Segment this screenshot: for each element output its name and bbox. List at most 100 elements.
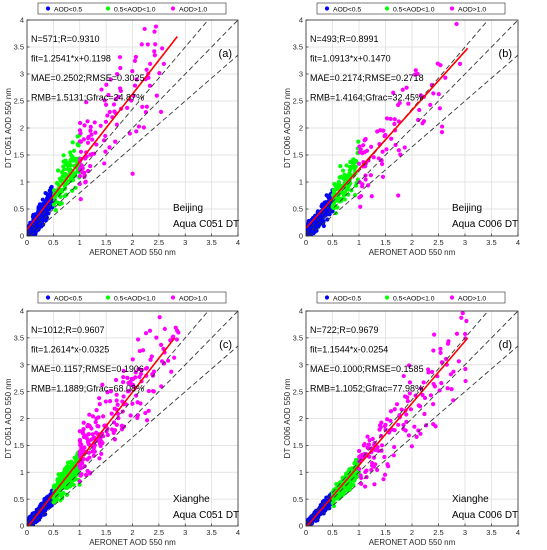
data-point [394, 402, 400, 407]
data-point [103, 399, 108, 404]
data-point [146, 388, 151, 394]
y-tick-label: 3 [299, 360, 303, 369]
data-point [39, 202, 44, 207]
legend: AOD<0.5 0.5<AOD<1.0 AOD>1.0 [37, 291, 227, 304]
data-point [152, 53, 157, 58]
legend: AOD<0.5 0.5<AOD<1.0 AOD>1.0 [316, 291, 506, 304]
stats-line: RMB=1.1889;Gfrac=68.08% [31, 384, 144, 394]
data-point [340, 168, 346, 173]
data-point [166, 358, 171, 363]
data-point [105, 113, 110, 118]
legend-marker [105, 6, 111, 11]
data-point [428, 102, 433, 107]
data-point [375, 445, 380, 450]
data-point [379, 448, 384, 453]
data-point [121, 394, 126, 399]
data-point [98, 123, 103, 128]
upper-envelope-line [306, 311, 489, 524]
legend-marker [384, 6, 390, 11]
legend: AOD<0.5 0.5<AOD<1.0 AOD>1.0 [316, 2, 506, 15]
data-point [144, 365, 150, 371]
data-point [133, 54, 138, 60]
data-point [319, 204, 324, 209]
data-point [377, 427, 382, 432]
chart-panel-a: 0 0.5 1 1.5 2 2.5 3 3.5 4 0 0.5 1 1.5 2 2.5 3 3.5 4 AERONE… [4, 2, 240, 257]
data-point [352, 167, 357, 172]
data-point [126, 388, 132, 394]
data-point [64, 492, 70, 498]
data-point [71, 172, 76, 177]
y-tick-label: 0.5 [14, 495, 24, 504]
legend-label: 0.5<AOD<1.0 [393, 6, 435, 13]
data-point [121, 379, 126, 385]
stats-line: RMB=1.1052;Gfrac=77.98% [310, 384, 423, 394]
data-point [84, 100, 89, 105]
data-point [358, 204, 363, 209]
data-point [112, 437, 118, 442]
fit-line [306, 337, 469, 526]
x-tick-label: 3.5 [486, 528, 496, 537]
fit-line [306, 47, 469, 229]
data-point [94, 408, 99, 413]
x-tick-label: 0.5 [48, 528, 58, 537]
x-tick-label: 1.5 [380, 528, 390, 537]
y-tick-label: 1.5 [14, 151, 24, 160]
stats-line: N=493;R=0.8991 [310, 34, 379, 44]
lower-envelope-line [308, 345, 518, 526]
legend-label: AOD<0.5 [54, 6, 82, 13]
data-point [89, 426, 94, 431]
data-point [417, 107, 422, 113]
data-point [406, 101, 411, 106]
data-point [100, 382, 105, 387]
y-tick-label: 0 [299, 522, 303, 531]
data-point [86, 135, 91, 141]
data-point [385, 417, 390, 422]
data-point [33, 212, 38, 217]
legend-label: AOD>1.0 [179, 295, 207, 302]
data-point [451, 398, 456, 403]
data-point [431, 381, 436, 387]
data-point [159, 342, 164, 347]
data-point [87, 412, 92, 417]
lower-envelope-line [308, 54, 518, 236]
data-point [93, 130, 98, 135]
data-point [449, 387, 454, 392]
x-tick-label: 2.5 [154, 238, 164, 247]
data-point [159, 359, 165, 364]
data-point [412, 72, 418, 77]
data-point [66, 460, 71, 465]
data-point [110, 427, 115, 432]
data-point [98, 443, 103, 449]
data-point [334, 481, 339, 487]
data-point [93, 420, 98, 425]
data-point [392, 121, 397, 127]
data-point [121, 375, 126, 380]
data-point [82, 464, 87, 469]
x-tick-label: 2 [130, 528, 134, 537]
data-point [130, 357, 135, 362]
legend-marker [45, 6, 51, 11]
legend-label: 0.5<AOD<1.0 [393, 295, 435, 302]
data-point [375, 467, 380, 473]
data-point [336, 494, 342, 499]
y-tick-label: 2.5 [14, 97, 24, 106]
data-point [90, 432, 95, 437]
x-tick-label: 3.5 [206, 528, 216, 537]
data-point [426, 367, 431, 372]
data-point [146, 408, 151, 413]
x-axis-label: AERONET AOD 550 nm [89, 248, 176, 257]
y-tick-label: 1.5 [293, 151, 303, 160]
data-point [80, 170, 85, 175]
data-point [402, 145, 407, 150]
legend-label: AOD>1.0 [179, 6, 207, 13]
data-point [153, 24, 159, 29]
data-point [422, 395, 428, 401]
data-point [391, 90, 396, 95]
data-point [335, 184, 340, 189]
data-point [153, 42, 158, 47]
data-point [109, 411, 114, 416]
legend-box [316, 291, 506, 304]
x-axis-label: AERONET AOD 550 nm [369, 538, 456, 547]
lower-envelope-line [29, 54, 238, 236]
data-point [133, 375, 138, 380]
